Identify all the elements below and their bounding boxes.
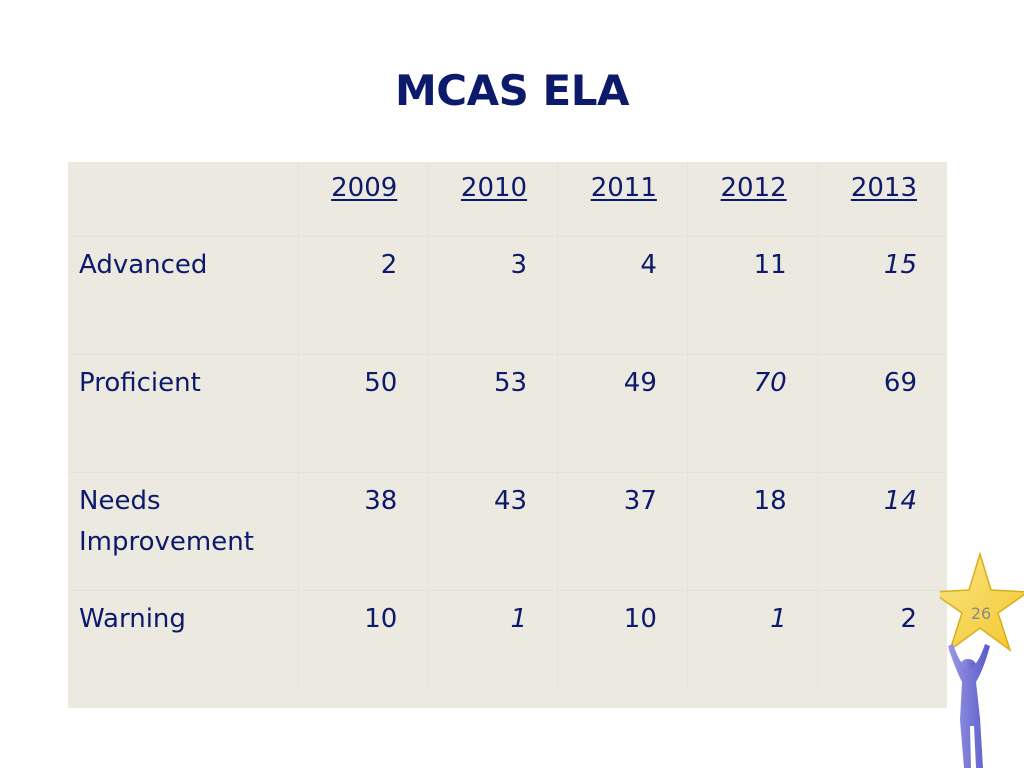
cell-value: 18 (687, 472, 818, 591)
table-row-needs-improvement: Needs Improvement 38 43 37 18 14 (68, 472, 947, 591)
cell-value: 3 (427, 236, 559, 355)
data-table-container: 2009 2010 2011 2012 2013 Advanced 2 3 4 … (68, 162, 947, 708)
year-label: 2012 (720, 173, 787, 203)
cell-value: 15 (817, 236, 947, 355)
row-label-line: Needs (79, 486, 161, 516)
table-row-proficient: Proficient 50 53 49 70 69 (68, 354, 947, 473)
table-row-warning: Warning 10 1 10 1 2 (68, 590, 947, 691)
row-label-line: Improvement (79, 527, 254, 557)
cell-value: 53 (427, 354, 559, 473)
table-row-advanced: Advanced 2 3 4 11 15 (68, 236, 947, 355)
star-holding-figure-icon (940, 551, 1024, 768)
cell-value: 2 (900, 604, 917, 634)
header-empty-cell (68, 162, 299, 237)
cell-value: 70 (687, 354, 818, 473)
row-label: Needs Improvement (68, 472, 299, 591)
cell-value: 10 (557, 590, 688, 691)
cell-value: 38 (298, 472, 429, 591)
cell-value: 69 (817, 354, 947, 473)
page-number: 26 (970, 604, 992, 623)
cell-value: 1 (427, 590, 559, 691)
cell-value: 2 (298, 236, 429, 355)
row-label: Advanced (68, 236, 299, 355)
cell-value: 10 (298, 590, 429, 691)
star-shape (940, 551, 1024, 652)
table-header-row: 2009 2010 2011 2012 2013 (68, 162, 947, 237)
row-label: Warning (68, 590, 299, 691)
header-year-2013: 2013 (817, 162, 947, 237)
cell-value: 14 (817, 472, 947, 591)
header-year-2009: 2009 (298, 162, 429, 237)
cell-value: 50 (298, 354, 429, 473)
header-year-2011: 2011 (557, 162, 688, 237)
year-label: 2010 (460, 173, 528, 203)
cell-value: 11 (687, 236, 818, 355)
year-label: 2009 (331, 173, 398, 203)
mcas-ela-table: 2009 2010 2011 2012 2013 Advanced 2 3 4 … (68, 162, 947, 691)
row-label: Proficient (68, 354, 299, 473)
header-year-2012: 2012 (687, 162, 818, 237)
cell-value: 1 (687, 590, 818, 691)
slide-title: MCAS ELA (395, 66, 629, 115)
year-label: 2011 (590, 173, 657, 203)
cell-value: 4 (557, 236, 688, 355)
year-label: 2013 (850, 173, 917, 203)
figure-body (948, 644, 990, 768)
cell-value: 49 (557, 354, 688, 473)
header-year-2010: 2010 (427, 162, 559, 237)
cell-value: 37 (557, 472, 688, 591)
cell-value: 43 (427, 472, 559, 591)
